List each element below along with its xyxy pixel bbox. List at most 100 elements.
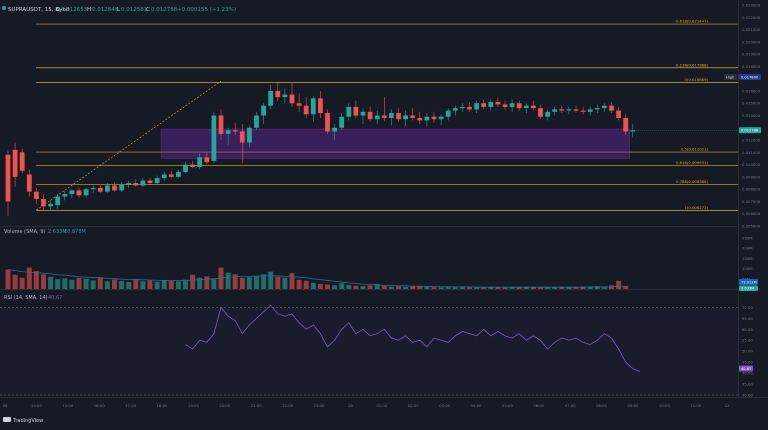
volume-bar — [147, 280, 153, 289]
volume-bar — [126, 281, 132, 289]
volume-bar — [339, 283, 345, 289]
time-tick-label: 07:00 — [565, 403, 577, 408]
brand: TradingView — [3, 417, 43, 424]
volume-bar — [83, 278, 89, 289]
candle-body — [282, 94, 288, 98]
brand-label: TradingView — [12, 418, 43, 424]
volume-bar — [211, 279, 217, 289]
rsi-axis[interactable]: 70.00 65.00 60.00 55.00 50.00 45.00 40.00 35.00… — [742, 305, 753, 398]
volume-bar — [353, 285, 359, 289]
candle-body — [559, 109, 565, 111]
fib-retracement[interactable]: -0.618(0.021447) -0.236(0.017888) 0(0.0166… — [36, 19, 738, 211]
candle-body — [41, 198, 46, 207]
price-tick-label: 0.019000 — [742, 52, 761, 57]
volume-tick-label: 250M — [742, 236, 753, 241]
candle-body — [225, 130, 231, 134]
candle-body — [218, 115, 224, 134]
time-tick-label: 02:00 — [408, 403, 420, 408]
candle-body — [587, 109, 593, 112]
volume-bar — [5, 269, 11, 289]
candle-body — [112, 185, 117, 191]
candle-body — [580, 110, 586, 112]
time-tick-label: 23:00 — [314, 403, 326, 408]
time-axis[interactable]: 08 14:00 15:00 16:00 17:00 18:00 19:00 20:00 21:… — [3, 403, 731, 408]
rsi-tick-label: 65.00 — [742, 316, 753, 321]
candle-body — [403, 115, 408, 120]
candle-body — [346, 106, 352, 117]
volume-bar — [41, 274, 46, 289]
time-tick-label: 28 — [348, 403, 353, 408]
volume-bar — [175, 281, 181, 289]
volume-bar — [133, 279, 139, 289]
high-badge-label: High — [726, 76, 734, 80]
close-value: 0.012788 — [151, 7, 178, 13]
candle-body — [204, 157, 210, 163]
candle-body — [183, 164, 188, 172]
volume-bar — [509, 287, 515, 289]
candle-body — [573, 109, 579, 111]
volume-bar — [623, 285, 629, 289]
volume-bar — [232, 274, 238, 289]
candle-body — [62, 194, 68, 197]
candle-body — [126, 183, 132, 185]
volume-bar — [197, 277, 203, 289]
candle-body — [367, 111, 373, 120]
volume-bar — [55, 279, 61, 289]
candle-body — [410, 115, 416, 118]
volume-bar — [566, 286, 572, 289]
candle-body — [523, 105, 529, 109]
rsi-label: RSI (14, SMA, 14) — [4, 295, 48, 301]
volume-bar — [140, 281, 146, 289]
time-tick-label: 08:00 — [596, 403, 608, 408]
high-value: 0.012848 — [92, 7, 119, 13]
fib-level-label: -0.618(0.021447) — [675, 19, 709, 24]
candle-body — [26, 174, 32, 192]
price-tick-label: 0.022000 — [742, 15, 761, 20]
rsi-tick-label: 70.00 — [742, 305, 753, 310]
candle-body — [396, 113, 401, 120]
price-tick-label: 0.006000 — [742, 211, 761, 216]
volume-axis[interactable]: 250M 200M 150M 100M 50M — [742, 236, 753, 282]
volume-bar — [424, 286, 430, 289]
volume-tick-label: 150M — [742, 256, 753, 261]
price-tick-label: 0.010000 — [742, 162, 761, 167]
volume-bar — [26, 267, 32, 289]
volume-bar — [488, 287, 494, 289]
open-value: 0.012653 — [61, 7, 88, 13]
volume-panel: Volume (SMA, 9) 2.633M 10.878M — [4, 229, 86, 235]
rsi-badge-value: 40.67 — [741, 367, 751, 371]
rsi-line-layer — [0, 304, 738, 396]
candle-body — [140, 180, 146, 186]
volume-bar — [204, 276, 210, 289]
rsi-band — [0, 307, 738, 395]
rsi-badge: 40.67 — [739, 365, 753, 372]
candle-body — [594, 108, 600, 110]
time-tick-label: 21:00 — [251, 403, 263, 408]
volume-bar — [523, 286, 529, 289]
price-tick-label: 0.021000 — [742, 27, 761, 32]
price-tick-label: 0.007000 — [742, 199, 761, 204]
low-value: 0.012581 — [121, 7, 147, 13]
candles: 0.012788 — [5, 81, 761, 217]
candle-body — [105, 185, 110, 192]
candle-body — [481, 103, 487, 107]
close-label: C — [146, 7, 150, 13]
volume-bar — [154, 281, 160, 289]
price-tick-label: 0.018000 — [742, 64, 761, 69]
candle-body — [168, 174, 174, 177]
volume-bar — [388, 286, 394, 289]
volume-bar — [168, 280, 174, 289]
volume-bar — [261, 274, 267, 289]
candle-body — [55, 196, 61, 206]
candle-body — [623, 117, 629, 132]
volume-bar — [474, 287, 480, 289]
time-tick-label: 08 — [3, 403, 8, 408]
volume-bar — [317, 283, 323, 289]
rsi-panel: RSI (14, SMA, 14) 40.67 — [4, 295, 62, 301]
high-badge: High 0.017800 — [724, 74, 761, 80]
volume-bar — [538, 287, 543, 289]
time-tick-label: 09:00 — [628, 403, 640, 408]
volume-bar — [580, 286, 586, 289]
volume-value-2: 10.878M — [64, 229, 86, 235]
